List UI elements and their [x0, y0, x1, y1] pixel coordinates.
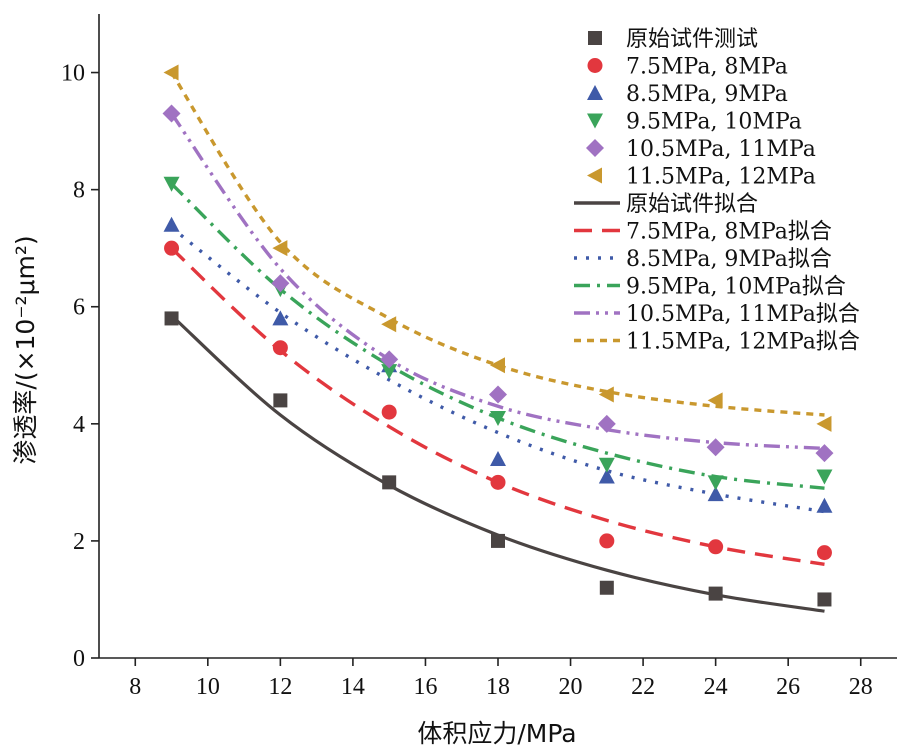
x-tick-label: 12: [268, 674, 292, 700]
x-tick-label: 28: [849, 674, 873, 700]
data-point-series-5: [380, 350, 399, 369]
data-point-series-1: [817, 592, 832, 607]
data-point-series-6: [490, 357, 505, 374]
data-point-series-2: [490, 474, 506, 490]
x-axis-label: 体积应力/MPa: [417, 719, 576, 748]
x-tick-label: 8: [129, 674, 141, 700]
data-point-series-3: [816, 497, 833, 513]
data-point-series-2: [164, 240, 180, 256]
legend-marker-1: [588, 31, 602, 45]
fit-line-6: [170, 71, 825, 417]
data-point-series-6: [381, 316, 397, 333]
data-point-series-3: [707, 486, 724, 502]
legend-label: 7.5MPa, 8MPa拟合: [626, 220, 832, 245]
legend-marker-2: [587, 58, 603, 73]
data-point-series-6: [598, 386, 614, 403]
legend-marker-3: [587, 85, 603, 100]
data-point-series-4: [707, 475, 724, 491]
data-point-series-4: [163, 176, 180, 192]
data-point-series-1: [382, 475, 397, 490]
data-point-series-1: [273, 393, 288, 408]
legend-label: 7.5MPa, 8MPa: [626, 55, 788, 80]
y-tick-label: 4: [73, 412, 85, 438]
legend-label: 10.5MPa, 11MPa: [626, 137, 816, 162]
legend-label: 10.5MPa, 11MPa拟合: [626, 302, 860, 327]
x-tick-label: 16: [413, 674, 437, 700]
legend-marker-6: [587, 167, 602, 184]
data-point-series-2: [816, 545, 832, 561]
x-tick-label: 10: [196, 674, 220, 700]
data-point-series-3: [272, 310, 289, 326]
y-tick-label: 10: [61, 61, 85, 87]
legend-label: 8.5MPa, 9MPa: [626, 82, 788, 107]
data-point-series-4: [816, 469, 833, 485]
y-tick-label: 2: [73, 529, 85, 555]
data-point-series-4: [490, 410, 506, 426]
y-tick-label: 0: [73, 646, 85, 672]
data-point-series-3: [163, 216, 180, 232]
data-point-series-1: [708, 586, 723, 601]
data-point-series-6: [272, 240, 288, 257]
y-axis-label: 渗透率/(×10⁻²μm²): [11, 235, 40, 464]
data-point-series-3: [598, 468, 615, 484]
data-point-series-3: [490, 450, 506, 466]
legend-label: 原始试件测试: [626, 27, 758, 52]
data-point-series-6: [816, 415, 832, 432]
data-point-series-6: [707, 392, 723, 409]
legend-marker-5: [586, 139, 604, 157]
data-point-series-5: [271, 274, 290, 293]
data-point-series-2: [599, 533, 615, 549]
data-point-series-2: [272, 340, 288, 356]
data-point-series-1: [599, 580, 614, 595]
y-tick-label: 6: [73, 295, 85, 321]
data-points-layer: [162, 64, 834, 607]
x-tick-label: 14: [341, 674, 365, 700]
x-tick-label: 20: [559, 674, 583, 700]
data-point-series-1: [491, 533, 505, 548]
y-tick-label: 8: [73, 178, 85, 204]
legend-label: 9.5MPa, 10MPa: [626, 110, 802, 135]
data-point-series-5: [489, 385, 507, 404]
legend-marker-4: [587, 113, 603, 129]
data-point-series-5: [815, 444, 834, 463]
data-point-series-5: [597, 414, 616, 433]
legend-label: 原始试件拟合: [626, 192, 758, 217]
x-tick-label: 18: [486, 674, 510, 700]
data-point-series-4: [381, 364, 398, 380]
legend-label: 9.5MPa, 10MPa拟合: [626, 275, 846, 300]
x-tick-label: 26: [776, 674, 800, 700]
data-point-series-1: [164, 311, 179, 326]
data-point-series-2: [708, 539, 724, 555]
data-point-series-5: [706, 438, 725, 457]
legend-label: 8.5MPa, 9MPa拟合: [626, 247, 832, 272]
x-tick-label: 22: [631, 674, 655, 700]
x-tick-label: 24: [704, 674, 728, 700]
legend-label: 11.5MPa, 12MPa拟合: [626, 330, 860, 355]
data-point-series-4: [598, 457, 615, 473]
data-point-series-6: [163, 64, 179, 81]
legend-label: 11.5MPa, 12MPa: [626, 165, 816, 190]
data-point-series-2: [381, 404, 397, 420]
data-point-series-5: [162, 104, 181, 123]
